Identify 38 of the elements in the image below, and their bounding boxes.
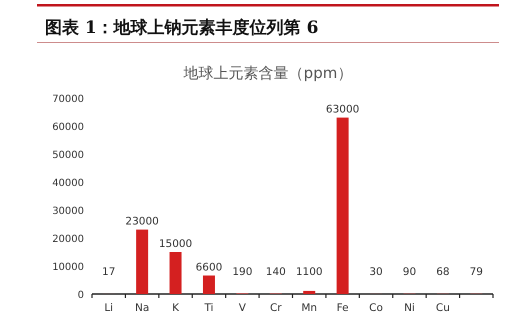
bar	[336, 118, 349, 294]
y-tick-label: 30000	[52, 206, 84, 217]
data-label: 190	[232, 266, 252, 278]
data-label: 30	[369, 266, 383, 278]
x-tick-label: Na	[134, 302, 150, 314]
data-label: 63000	[326, 104, 360, 116]
x-tick-label: K	[172, 302, 180, 314]
x-tick-label: Cr	[270, 302, 282, 314]
data-label: 6600	[196, 262, 222, 274]
x-tick-label: Cu	[436, 302, 450, 314]
data-label: 79	[470, 266, 483, 278]
bar	[170, 252, 182, 294]
x-tick-label: Mn	[301, 302, 318, 314]
x-tick-label: V	[238, 302, 247, 314]
data-label: 17	[102, 266, 116, 278]
y-tick-label: 10000	[52, 262, 84, 273]
bar	[136, 230, 148, 294]
data-label: 23000	[125, 216, 159, 228]
chart-subtitle: 地球上元素含量（ppm）	[182, 64, 352, 82]
y-tick-label: 60000	[52, 122, 84, 133]
data-label: 68	[436, 266, 450, 278]
data-label: 140	[266, 266, 286, 278]
y-tick-label: 0	[78, 290, 84, 301]
x-tick-label: Co	[369, 302, 383, 314]
chart-title: 图表 1：地球上钠元素丰度位列第 6	[45, 18, 318, 38]
y-tick-label: 20000	[52, 234, 84, 245]
data-label: 90	[402, 266, 416, 278]
bar	[202, 276, 215, 294]
y-tick-label: 50000	[52, 150, 84, 161]
data-label: 1100	[296, 266, 323, 278]
x-tick-label: Ni	[404, 302, 415, 314]
y-tick-label: 40000	[52, 178, 84, 189]
x-tick-label: Fe	[336, 302, 349, 314]
x-tick-label: Ti	[203, 302, 214, 314]
data-label: 15000	[158, 238, 192, 250]
bar	[303, 290, 316, 294]
y-tick-label: 70000	[52, 94, 84, 105]
x-tick-label: Li	[104, 302, 114, 314]
